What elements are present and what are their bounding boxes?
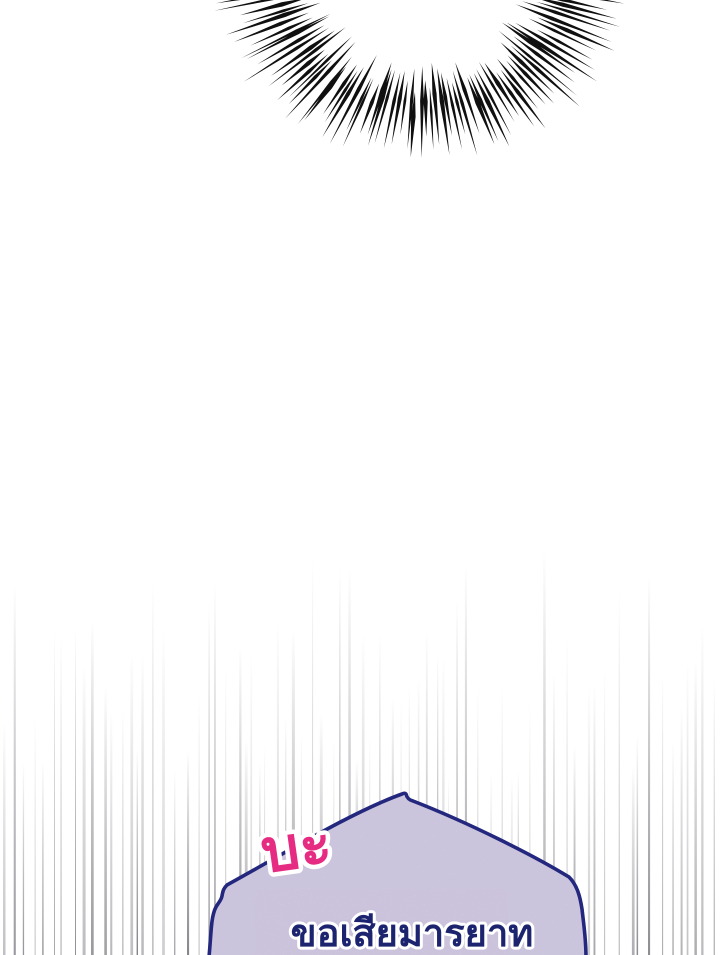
speech-bubble-border [207,791,588,955]
sfx-text: บะ [257,808,336,887]
speech-text: ขอเสียมารยาท [291,911,534,955]
